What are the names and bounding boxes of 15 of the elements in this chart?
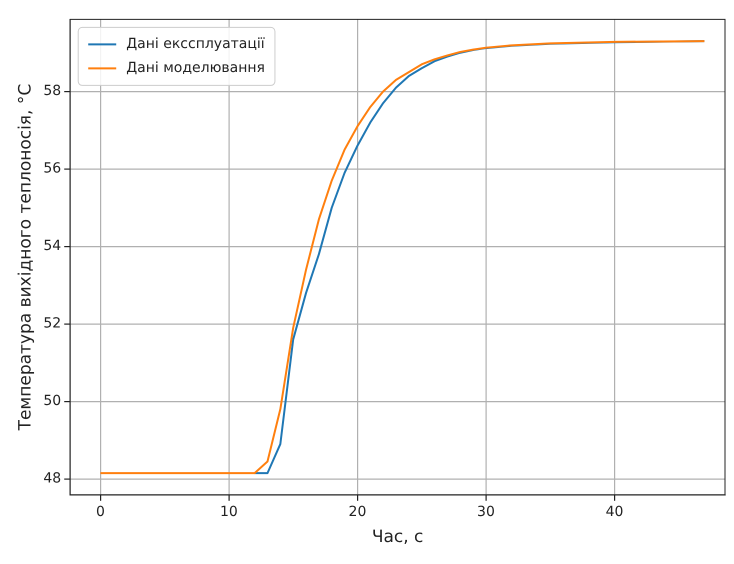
x-tick-label: 0 [96, 504, 105, 520]
x-tick-label: 10 [220, 504, 238, 520]
x-tick-label: 40 [606, 504, 624, 520]
y-tick-label: 50 [43, 393, 62, 410]
y-tick-label: 56 [43, 160, 62, 177]
x-axis-title: Час, с [372, 527, 424, 548]
legend-label: Дані моделювання [126, 60, 265, 76]
y-tick-label: 52 [43, 316, 62, 332]
y-axis-title: Температура вихідного теплоносія, °C [16, 84, 36, 432]
y-tick-label: 58 [43, 83, 62, 100]
x-tick-label: 20 [348, 504, 366, 520]
y-tick-label: 48 [43, 470, 62, 487]
legend-label: Дані ексcплуатації [126, 36, 265, 52]
x-tick-label: 30 [477, 504, 495, 520]
y-tick-label: 54 [43, 238, 62, 254]
